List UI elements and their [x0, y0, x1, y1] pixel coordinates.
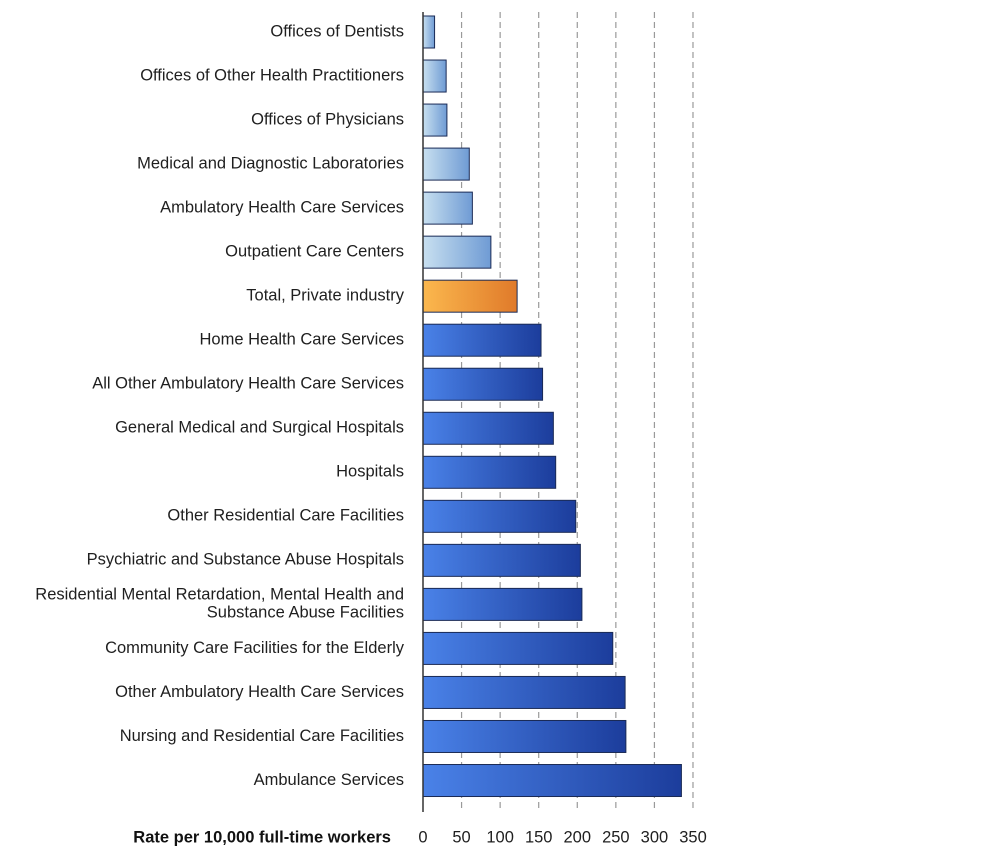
category-labels: Offices of Dentists Offices of Other Heal…	[35, 22, 404, 789]
x-tick-label: 250	[602, 828, 630, 846]
category-label: Outpatient Care Centers	[225, 243, 404, 261]
category-label: General Medical and Surgical Hospitals	[115, 419, 404, 437]
bar	[422, 675, 626, 709]
category-label: Ambulatory Health Care Services	[160, 198, 404, 216]
bar	[422, 764, 682, 798]
x-axis-title: Rate per 10,000 full-time workers	[133, 828, 391, 846]
bar	[422, 147, 470, 181]
category-label: Residential Mental Retardation, Mental H…	[35, 586, 404, 604]
x-tick-label: 100	[486, 828, 514, 846]
x-tick-label: 0	[418, 828, 427, 846]
category-label: Hospitals	[336, 463, 404, 481]
category-label: Medical and Diagnostic Laboratories	[137, 154, 404, 172]
bar	[422, 411, 554, 445]
bar	[422, 191, 473, 225]
bar	[422, 59, 447, 93]
bar	[422, 235, 492, 269]
category-label: Other Ambulatory Health Care Services	[115, 683, 404, 701]
bar	[422, 279, 518, 313]
bar	[422, 543, 581, 577]
bar	[422, 631, 614, 665]
category-label: Ambulance Services	[254, 771, 404, 789]
bar	[422, 455, 557, 489]
x-tick-label: 150	[525, 828, 553, 846]
bars	[422, 15, 682, 798]
category-label: Nursing and Residential Care Facilities	[120, 727, 404, 745]
category-label: Offices of Physicians	[251, 110, 404, 128]
bar	[422, 323, 542, 357]
x-tick-label: 200	[564, 828, 592, 846]
x-tick-label: 50	[452, 828, 470, 846]
category-label: Community Care Facilities for the Elderl…	[105, 639, 405, 657]
x-axis-ticks: 0 50 100 150 200 250 300 350	[418, 828, 706, 846]
category-label: All Other Ambulatory Health Care Service…	[92, 375, 404, 393]
bar	[422, 587, 583, 621]
bar	[422, 103, 448, 137]
bar	[422, 367, 544, 401]
category-label: Psychiatric and Substance Abuse Hospital…	[87, 551, 404, 569]
bar	[422, 499, 577, 533]
category-label: Home Health Care Services	[200, 331, 405, 349]
category-label: Other Residential Care Facilities	[167, 507, 404, 525]
x-tick-label: 300	[641, 828, 669, 846]
bar	[422, 15, 436, 49]
category-label: Substance Abuse Facilities	[207, 604, 404, 622]
category-label: Offices of Other Health Practitioners	[140, 66, 404, 84]
category-label: Offices of Dentists	[270, 22, 404, 40]
bar	[422, 719, 627, 753]
x-tick-label: 350	[679, 828, 707, 846]
category-label: Total, Private industry	[246, 287, 404, 305]
